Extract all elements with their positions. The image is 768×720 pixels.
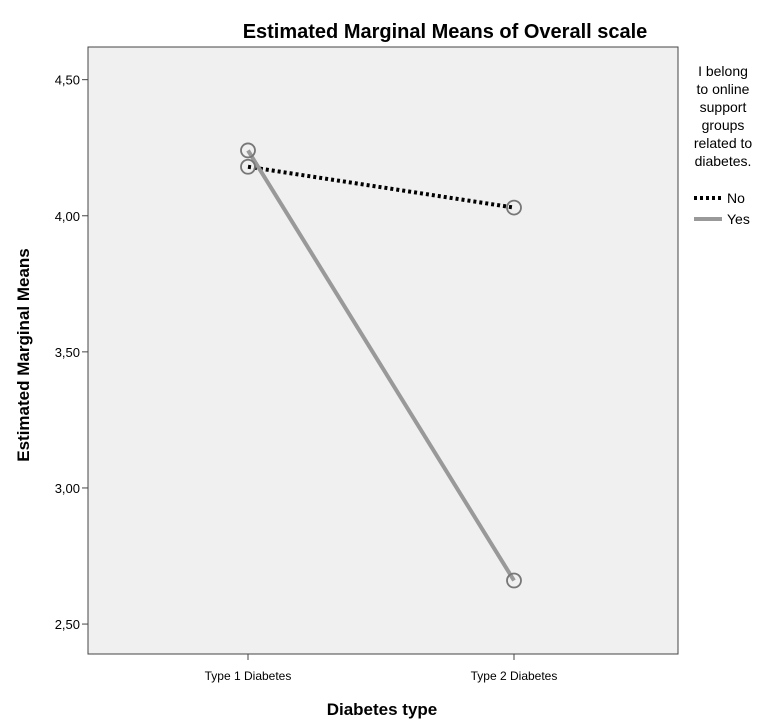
point-marker-no [506, 199, 522, 216]
series-line-no [247, 164, 515, 210]
series-line-yes [246, 149, 516, 582]
legend-label-yes: Yes [727, 211, 750, 227]
point-marker-yes [506, 572, 522, 589]
plot-area [87, 46, 679, 655]
chart-title: Estimated Marginal Means of Overall scal… [243, 21, 648, 43]
y-axis-ticks: 2,50 3,00 3,50 4,00 4,50 [55, 73, 88, 632]
y-axis-title: Estimated Marginal Means [14, 248, 33, 462]
legend-entries: No Yes [694, 190, 750, 227]
y-tick-label: 2,50 [55, 617, 80, 632]
x-tick-label: Type 1 Diabetes [205, 669, 292, 683]
point-marker-no [240, 158, 256, 175]
y-tick-label: 3,50 [55, 345, 80, 360]
y-tick-label: 4,50 [55, 73, 80, 88]
legend: I belong to online support groups related to… [694, 63, 753, 227]
series-layer [240, 142, 522, 589]
x-axis-ticks: Type 1 Diabetes Type 2 Diabetes [205, 654, 558, 683]
legend-label-no: No [727, 190, 745, 206]
y-tick-label: 4,00 [55, 209, 80, 224]
y-tick-label: 3,00 [55, 481, 80, 496]
legend-title: I belong to online support groups related to… [694, 63, 753, 169]
x-axis-title: Diabetes type [327, 700, 438, 719]
point-marker-yes [240, 142, 256, 159]
x-tick-label: Type 2 Diabetes [471, 669, 558, 683]
